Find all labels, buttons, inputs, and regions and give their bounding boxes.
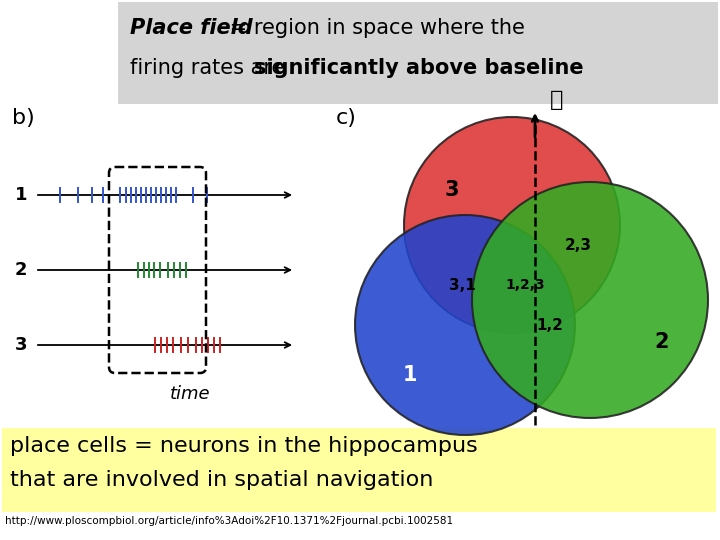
- Text: time: time: [170, 385, 210, 403]
- Text: c): c): [336, 108, 357, 128]
- Text: 1,2,3: 1,2,3: [505, 278, 545, 292]
- Text: firing rates are: firing rates are: [130, 58, 291, 78]
- Ellipse shape: [472, 182, 708, 418]
- Text: 🐀: 🐀: [550, 90, 564, 110]
- Text: 2: 2: [14, 261, 27, 279]
- Text: 1,2: 1,2: [536, 318, 564, 333]
- Text: = region in space where the: = region in space where the: [223, 18, 525, 38]
- Text: that are involved in spatial navigation: that are involved in spatial navigation: [10, 470, 433, 490]
- FancyBboxPatch shape: [118, 2, 718, 104]
- Text: 1: 1: [402, 365, 418, 385]
- Text: 2,3: 2,3: [564, 238, 592, 253]
- Text: 3,1: 3,1: [449, 278, 475, 293]
- Text: 3: 3: [445, 180, 459, 200]
- Text: place cells = neurons in the hippocampus: place cells = neurons in the hippocampus: [10, 436, 478, 456]
- Text: 3: 3: [14, 336, 27, 354]
- Text: 1: 1: [14, 186, 27, 204]
- Ellipse shape: [355, 215, 575, 435]
- Text: http://www.ploscompbiol.org/article/info%3Adoi%2F10.1371%2Fjournal.pcbi.1002581: http://www.ploscompbiol.org/article/info…: [5, 516, 453, 526]
- FancyBboxPatch shape: [2, 428, 716, 512]
- Ellipse shape: [404, 117, 620, 333]
- Text: significantly above baseline: significantly above baseline: [254, 58, 584, 78]
- Text: Place field: Place field: [130, 18, 253, 38]
- Text: 2: 2: [654, 332, 670, 352]
- Text: b): b): [12, 108, 35, 128]
